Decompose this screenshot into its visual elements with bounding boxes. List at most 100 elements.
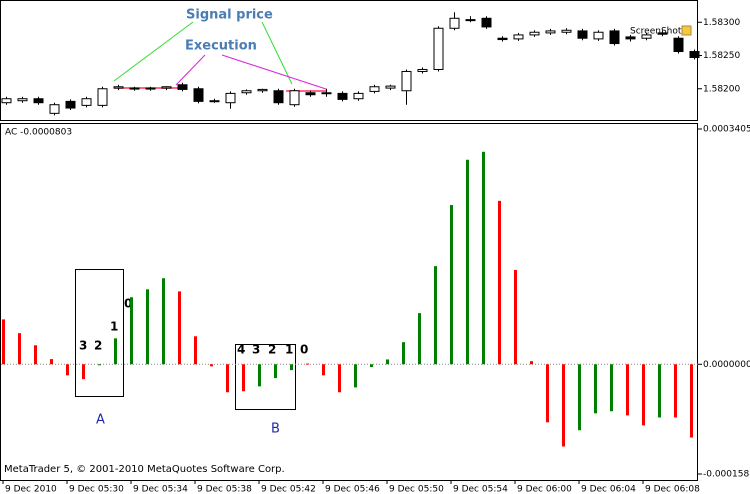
bar [402, 342, 405, 365]
bar [498, 200, 501, 365]
bar [210, 364, 213, 367]
candle-body [401, 70, 412, 92]
bar [546, 364, 549, 423]
annotation: 1 [285, 343, 293, 357]
bar [146, 289, 149, 365]
execution-pointer [221, 54, 327, 90]
x-tick-label: 9 Dec 06:04 [581, 485, 636, 494]
indicator-title: AC -0.0000803 [5, 128, 72, 138]
bar [674, 364, 677, 418]
candle-body [545, 30, 556, 34]
annotation: 3 [252, 343, 260, 357]
bar [82, 364, 85, 380]
candle-body [657, 32, 668, 35]
bar [530, 361, 533, 365]
x-tick-label: 9 Dec 06:00 [517, 485, 572, 494]
x-tick-label: 9 Dec 05:54 [453, 485, 508, 494]
candle-body [49, 104, 60, 114]
box-a [75, 269, 124, 397]
bar [642, 364, 645, 426]
candle-body [385, 85, 396, 89]
candle-body [273, 90, 284, 104]
bar [418, 313, 421, 365]
candle-body [353, 92, 364, 100]
bar [562, 364, 565, 447]
annotation: 1 [110, 320, 118, 334]
candle-body [1, 98, 12, 104]
y-tick-label: 1.58200 [703, 84, 740, 94]
bar [594, 364, 597, 414]
annotation: 2 [268, 343, 276, 357]
bar [98, 364, 101, 366]
bar [322, 364, 325, 376]
candle-body [449, 17, 460, 29]
bar [354, 364, 357, 388]
bar [482, 151, 485, 365]
candle-body [337, 92, 348, 100]
candle-body [177, 84, 188, 90]
bar [434, 266, 437, 365]
annotation: 0 [124, 297, 132, 311]
candle-body [321, 92, 332, 95]
annotation: Signal price [186, 8, 273, 23]
candle-body [465, 19, 476, 22]
x-tick-label: 9 Dec 05:42 [261, 485, 316, 494]
bar [690, 364, 693, 438]
candle-body [689, 51, 700, 59]
bar [50, 359, 53, 365]
bar [34, 345, 37, 365]
candle-body [433, 27, 444, 70]
annotation: 2 [94, 339, 102, 353]
bar [18, 333, 21, 365]
box-b [235, 344, 296, 410]
candle-body [289, 90, 300, 106]
candle-body [225, 92, 236, 104]
x-tick-label: 9 Dec 05:46 [325, 485, 380, 494]
candle-body [209, 100, 220, 103]
annotation: 0 [300, 343, 308, 357]
signal-pointer [261, 21, 293, 85]
bar [338, 364, 341, 393]
candle-body [513, 34, 524, 40]
candle-body [529, 31, 540, 36]
candle-body [161, 86, 172, 89]
bar [194, 336, 197, 365]
annotation: 3 [79, 339, 87, 353]
bar [2, 319, 5, 365]
candle-body [369, 86, 380, 92]
bar [274, 364, 277, 379]
candle-body [609, 30, 620, 45]
x-tick-label: 9 Dec 2010 [5, 485, 57, 494]
bar [130, 297, 133, 365]
bar [242, 364, 245, 392]
candle-body [65, 100, 76, 109]
candle-body [577, 30, 588, 39]
bar [626, 364, 629, 416]
execution-pointer [175, 54, 206, 86]
candle-body [33, 98, 44, 104]
y-tick-label: 1.58250 [703, 51, 740, 61]
candle-body [305, 92, 316, 96]
bar [610, 364, 613, 412]
y-tick-label: 0.0003405 [703, 125, 750, 135]
signal-pointer [113, 21, 194, 82]
candle-body [257, 88, 268, 92]
bar [66, 364, 69, 376]
bar [370, 364, 373, 368]
indicator-panel [0, 123, 698, 481]
bar [578, 364, 581, 431]
y-tick-label: 0.0000000 [703, 360, 750, 370]
candle-body [593, 31, 604, 40]
x-tick-label: 9 Dec 05:50 [389, 485, 444, 494]
candle-body [497, 37, 508, 41]
candle-body [17, 98, 28, 102]
bar [290, 364, 293, 371]
candle-body [113, 86, 124, 89]
candle-body [129, 87, 140, 90]
bar [514, 269, 517, 365]
bar [450, 205, 453, 365]
bar [114, 338, 117, 365]
y-tick-label: -0.0001588 [703, 470, 750, 480]
candle-body [561, 29, 572, 33]
price-panel [0, 0, 698, 121]
